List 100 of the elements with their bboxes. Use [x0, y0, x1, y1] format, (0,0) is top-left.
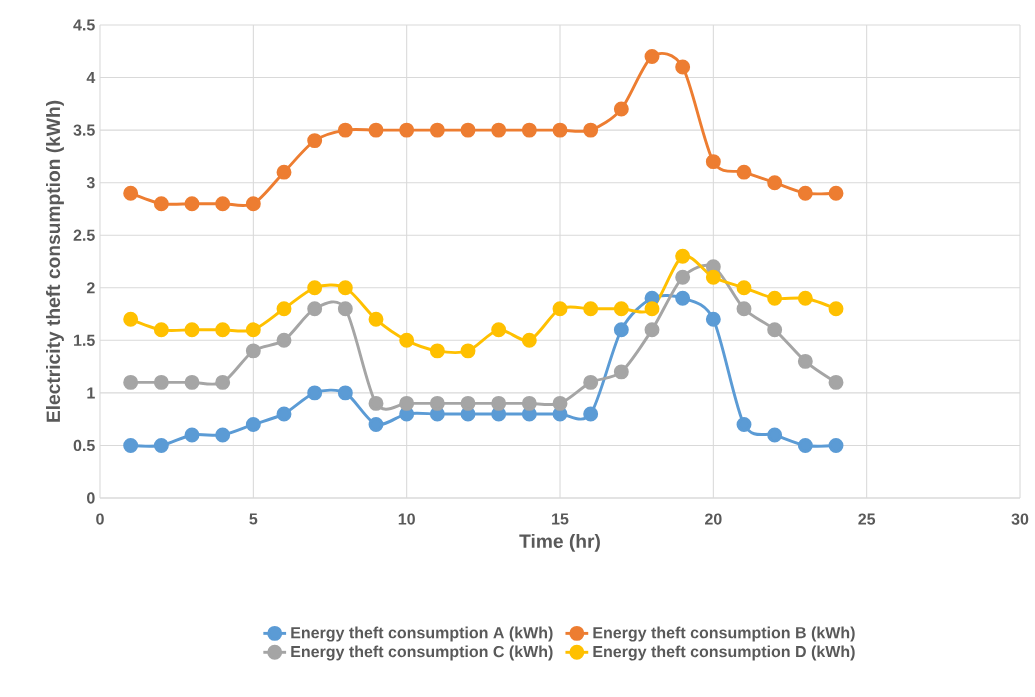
x-tick-label: 15 [552, 513, 569, 525]
point [276, 332, 292, 348]
point [399, 122, 415, 138]
point [521, 332, 537, 348]
legend-label: Energy theft consumption A (kWh) [291, 626, 553, 642]
x-tick-label: 30 [1011, 513, 1029, 525]
point [337, 280, 353, 296]
point [491, 122, 507, 138]
point [736, 164, 752, 180]
point [828, 301, 844, 317]
point [307, 280, 323, 296]
point [705, 311, 721, 327]
point [368, 122, 384, 138]
point [767, 322, 783, 338]
point [583, 301, 599, 317]
point [184, 427, 200, 443]
point [153, 196, 169, 212]
y-tick-label: 1.5 [74, 334, 95, 346]
y-tick-label: 4 [86, 72, 96, 84]
point [276, 164, 292, 180]
y-tick-label: 4.5 [73, 19, 95, 31]
point [583, 406, 599, 422]
y-axis-title: Electricity theft consumption (kWh) [46, 100, 64, 422]
point [613, 301, 629, 317]
point [215, 374, 231, 390]
point [123, 374, 139, 390]
point [491, 395, 507, 411]
point [675, 269, 691, 285]
point [245, 196, 261, 212]
point [552, 301, 568, 317]
point [307, 301, 323, 317]
point [797, 353, 813, 369]
point [123, 437, 139, 453]
point [307, 133, 323, 149]
point [399, 332, 415, 348]
point [429, 122, 445, 138]
point [705, 269, 721, 285]
point [491, 322, 507, 338]
x-tick-label: 0 [96, 513, 104, 525]
point [307, 385, 323, 401]
point [337, 385, 353, 401]
legend-label: Energy theft consumption B (kWh) [593, 626, 855, 642]
point [460, 122, 476, 138]
legend-label: Energy theft consumption D (kWh) [593, 645, 855, 661]
x-tick-label: 10 [398, 513, 415, 525]
point [552, 122, 568, 138]
point [460, 343, 476, 359]
point [153, 322, 169, 338]
point [552, 395, 568, 411]
y-tick-label: 0 [87, 492, 95, 504]
point [521, 122, 537, 138]
point [123, 311, 139, 327]
y-tick-label: 1 [87, 387, 95, 399]
point [368, 395, 384, 411]
point [368, 311, 384, 327]
point [337, 301, 353, 317]
point [736, 280, 752, 296]
point [184, 322, 200, 338]
point [245, 322, 261, 338]
y-tick-label: 3 [86, 177, 95, 189]
point [675, 248, 691, 264]
point [644, 49, 660, 64]
point [828, 374, 844, 390]
point [736, 301, 752, 317]
y-tick-label: 2.5 [73, 229, 95, 241]
point [767, 427, 783, 443]
point [705, 154, 721, 170]
x-tick-label: 5 [249, 513, 258, 525]
point [184, 374, 200, 390]
x-tick-label: 25 [858, 513, 876, 525]
point [276, 301, 292, 317]
point [736, 416, 752, 432]
point [368, 416, 384, 432]
point [828, 185, 844, 201]
point [767, 175, 783, 191]
point [583, 122, 599, 138]
point [276, 406, 292, 422]
point [675, 290, 691, 306]
point [215, 196, 231, 212]
x-tick-label: 20 [705, 513, 722, 525]
point [828, 437, 844, 453]
point [613, 322, 629, 338]
x-axis-title: Time (hr) [519, 533, 600, 552]
point [399, 395, 415, 411]
point [429, 343, 445, 359]
point [583, 374, 599, 390]
point [245, 343, 261, 359]
point [153, 437, 169, 453]
point [429, 395, 445, 411]
point [215, 322, 231, 338]
point [613, 364, 629, 380]
point [521, 395, 537, 411]
point [797, 185, 813, 201]
y-tick-label: 0.5 [73, 439, 95, 452]
point [675, 59, 691, 75]
point [644, 301, 660, 317]
legend-label: Energy theft consumption C (kWh) [291, 645, 553, 661]
point [797, 290, 813, 306]
point [644, 322, 660, 338]
point [767, 290, 783, 306]
